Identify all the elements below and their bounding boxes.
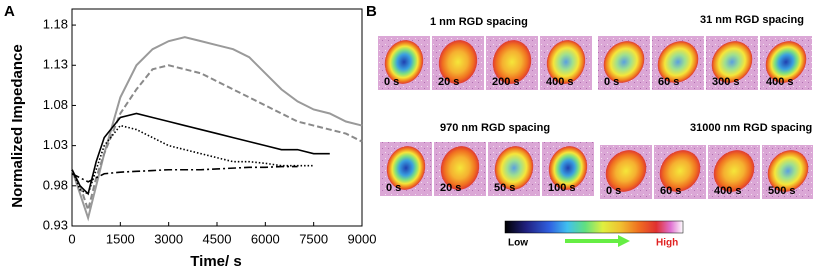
- colorbar-high: High: [656, 238, 678, 249]
- colorbar-low: Low: [508, 238, 528, 249]
- x-tick-label: 0: [68, 231, 75, 246]
- time-label: 500 s: [768, 185, 796, 197]
- time-label: 0 s: [384, 76, 399, 88]
- cell: [440, 146, 480, 190]
- panel-label: B: [366, 3, 377, 20]
- time-label: 0 s: [606, 185, 621, 197]
- series-line: [71, 112, 330, 196]
- cell: [767, 150, 809, 192]
- x-tick-label: 3000: [154, 231, 183, 246]
- group-title: 970 nm RGD spacing: [440, 122, 550, 134]
- panel-label: A: [4, 3, 15, 20]
- time-label: 300 s: [712, 76, 740, 88]
- y-tick-label: 1.18: [43, 17, 68, 32]
- y-tick-label: 1.08: [43, 97, 68, 112]
- group-title: 31000 nm RGD spacing: [690, 122, 812, 134]
- time-label: 60 s: [660, 185, 681, 197]
- cell: [713, 150, 755, 192]
- series-line: [71, 36, 363, 222]
- time-label: 20 s: [438, 76, 459, 88]
- cell: [494, 146, 534, 190]
- cell: [384, 40, 424, 84]
- time-label: 100 s: [548, 182, 576, 194]
- time-label: 0 s: [604, 76, 619, 88]
- arrow-head: [618, 235, 630, 247]
- time-label: 400 s: [766, 76, 794, 88]
- time-label: 20 s: [440, 182, 461, 194]
- cell: [492, 40, 532, 84]
- y-axis-label: Normalized Impedance: [9, 44, 26, 207]
- series-line: [71, 64, 363, 214]
- time-label: 50 s: [494, 182, 515, 194]
- cell: [657, 41, 699, 83]
- colorbar: [504, 220, 684, 234]
- y-tick-label: 0.98: [43, 177, 68, 192]
- x-axis-label: Time/ s: [190, 253, 241, 270]
- series-line: [71, 124, 314, 195]
- cell: [603, 41, 645, 83]
- x-tick-label: 6000: [251, 231, 280, 246]
- x-tick-label: 9000: [348, 231, 377, 246]
- cell: [765, 41, 807, 83]
- cell: [548, 146, 588, 190]
- cell: [711, 41, 753, 83]
- cell: [386, 146, 426, 190]
- x-tick-label: 7500: [299, 231, 328, 246]
- time-label: 60 s: [658, 76, 679, 88]
- cell: [438, 40, 478, 84]
- cell: [659, 150, 701, 192]
- time-label: 400 s: [714, 185, 742, 197]
- y-tick-label: 1.03: [43, 137, 68, 152]
- group-title: 31 nm RGD spacing: [700, 14, 804, 26]
- cell: [546, 40, 586, 84]
- time-label: 400 s: [546, 76, 574, 88]
- cell: [605, 150, 647, 192]
- series-line: [71, 165, 298, 183]
- x-tick-label: 1500: [106, 231, 135, 246]
- group-title: 1 nm RGD spacing: [430, 16, 528, 28]
- time-label: 200 s: [492, 76, 520, 88]
- time-label: 0 s: [386, 182, 401, 194]
- x-tick-label: 4500: [203, 231, 232, 246]
- y-tick-label: 0.93: [43, 217, 68, 232]
- y-tick-label: 1.13: [43, 57, 68, 72]
